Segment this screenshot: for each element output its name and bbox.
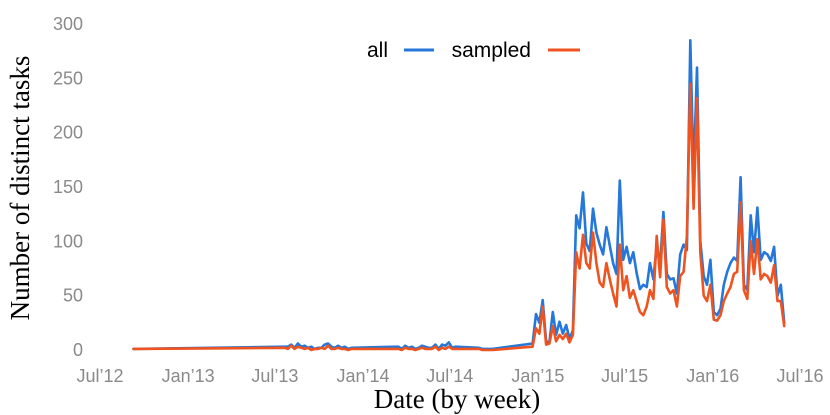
y-tick-label: 200 — [53, 123, 83, 143]
x-tick-label: Jul’16 — [776, 366, 823, 386]
y-tick-label: 100 — [53, 231, 83, 251]
y-tick-label: 0 — [73, 340, 83, 360]
y-tick-label: 50 — [63, 286, 83, 306]
legend-label-sampled: sampled — [452, 39, 531, 62]
x-tick-label: Jan’14 — [337, 366, 390, 386]
series-line-sampled — [132, 82, 786, 352]
x-tick-label: Jan’15 — [511, 366, 564, 386]
x-axis-ticks: Jul’12 Jan’13 Jul’13 Jan’14 Jul’14 Jan’15 Jul’… — [76, 366, 823, 386]
y-axis-ticks: 0 50 100 150 200 250 300 — [53, 14, 83, 360]
y-tick-label: 250 — [53, 68, 83, 88]
legend: all sampled — [367, 39, 580, 62]
x-tick-label: Jul’14 — [426, 366, 473, 386]
y-axis-title: Number of distinct tasks — [5, 56, 35, 321]
legend-label-all: all — [367, 39, 388, 62]
x-tick-label: Jan’16 — [686, 366, 739, 386]
y-tick-label: 150 — [53, 177, 83, 197]
x-tick-label: Jul’13 — [251, 366, 298, 386]
x-tick-label: Jan’13 — [162, 366, 215, 386]
x-axis-title: Date (by week) — [374, 384, 540, 414]
series-layer — [132, 38, 786, 352]
y-tick-label: 300 — [53, 14, 83, 34]
x-tick-label: Jul’12 — [76, 366, 123, 386]
series-line-all — [132, 38, 786, 351]
x-tick-label: Jul’15 — [601, 366, 648, 386]
